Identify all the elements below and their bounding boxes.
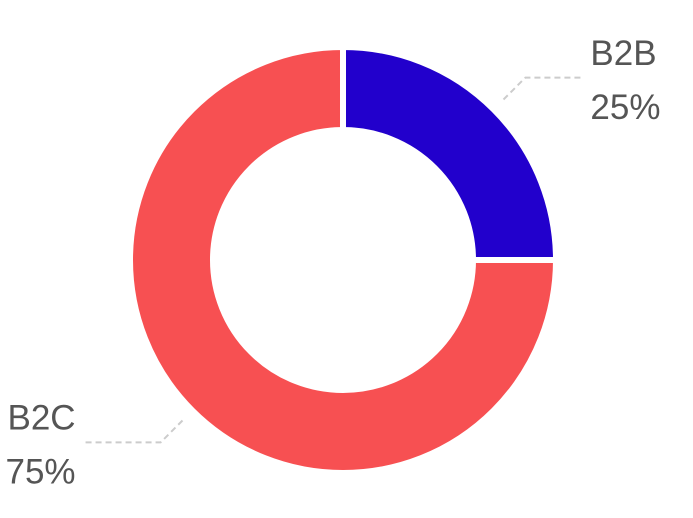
- slice: [127, 44, 559, 476]
- leader-line: [502, 76, 581, 101]
- slice-label: B2B: [590, 34, 656, 73]
- slice-label: B2C: [7, 399, 75, 438]
- slice: [340, 44, 559, 263]
- slice-value-label: 25%: [590, 88, 660, 127]
- leader-line: [85, 419, 184, 444]
- slice-value-label: 75%: [6, 453, 76, 492]
